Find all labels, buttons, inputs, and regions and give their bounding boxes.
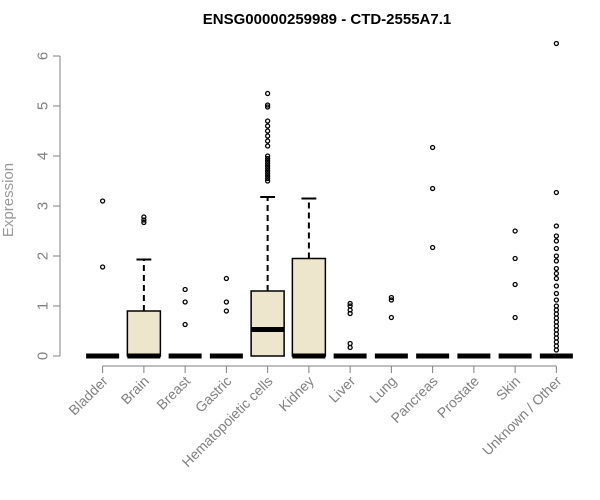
outlier-point: [388, 314, 395, 321]
outlier-point: [264, 143, 271, 149]
outlier-point: [264, 128, 271, 134]
box-6: [291, 197, 327, 359]
outlier-point: [141, 214, 147, 220]
boxes: [86, 40, 573, 359]
y-tick-label: 6: [35, 52, 52, 60]
outlier-point: [141, 219, 147, 226]
outlier-point: [347, 303, 353, 309]
y-axis-label: Expression: [0, 163, 17, 237]
box-11: [498, 228, 532, 359]
box-1: [86, 198, 120, 359]
outlier-point: [182, 286, 188, 293]
x-tick-label: Bladder: [65, 373, 111, 419]
outlier-point: [553, 253, 560, 259]
outlier-point: [429, 185, 436, 192]
outlier-point: [553, 238, 560, 244]
outlier-point: [512, 314, 518, 321]
x-tick-label: Brain: [118, 373, 152, 407]
outlier-point: [264, 175, 271, 182]
outlier-point: [264, 155, 271, 162]
outlier-point: [223, 299, 230, 305]
box-iqr: [291, 257, 327, 357]
outlier-point: [553, 303, 560, 309]
outlier-point: [264, 163, 271, 169]
outlier-point: [141, 217, 147, 223]
outlier-point: [264, 90, 271, 97]
outlier-point: [264, 160, 271, 167]
outlier-point: [264, 158, 271, 164]
outlier-point: [99, 264, 106, 270]
box-12: [539, 40, 573, 359]
box-2: [126, 214, 162, 359]
outlier-point: [553, 275, 560, 282]
outlier-point: [264, 133, 271, 139]
x-tick-label: Kidney: [275, 373, 317, 415]
box-7: [333, 300, 367, 359]
y-tick-label: 1: [35, 302, 52, 310]
outlier-point: [388, 297, 395, 303]
outlier-point: [182, 299, 188, 305]
outlier-point: [553, 297, 560, 303]
outlier-point: [553, 258, 560, 264]
y-tick-label: 0: [35, 352, 52, 360]
outlier-point: [264, 165, 271, 172]
outlier-point: [264, 170, 271, 177]
outlier-point: [264, 123, 271, 129]
outlier-point: [264, 138, 271, 144]
y-tick-label: 5: [35, 102, 52, 110]
x-tick-label: Prostate: [434, 373, 482, 421]
outlier-point: [264, 173, 271, 179]
outlier-point: [223, 308, 230, 314]
outlier-point: [512, 255, 518, 262]
outlier-point: [553, 283, 560, 289]
box-9: [416, 144, 450, 359]
outlier-point: [347, 340, 353, 347]
box-5: [250, 90, 285, 357]
outlier-point: [553, 270, 560, 277]
outlier-point: [553, 290, 560, 297]
box-8: [374, 294, 408, 359]
box-iqr: [250, 290, 285, 357]
outlier-point: [429, 144, 436, 151]
outlier-point: [264, 178, 271, 184]
outlier-point: [512, 228, 518, 234]
outlier-point: [553, 233, 560, 239]
outlier-point: [429, 244, 436, 251]
x-tick-label: Liver: [325, 373, 358, 406]
box-iqr: [126, 310, 162, 357]
outlier-point: [264, 102, 271, 108]
y-tick-label: 4: [35, 152, 52, 160]
x-tick-label: Skin: [493, 373, 524, 404]
outlier-point: [388, 294, 395, 301]
outlier-point: [553, 189, 560, 196]
outlier-point: [264, 104, 271, 110]
outlier-point: [512, 281, 518, 288]
box-3: [168, 286, 202, 359]
outlier-point: [264, 153, 271, 159]
y-axis: 0 1 2 3 4 5 6: [35, 52, 61, 360]
outlier-point: [223, 275, 230, 282]
y-tick-label: 2: [35, 252, 52, 260]
outlier-point: [553, 245, 560, 252]
outlier-point: [553, 40, 560, 47]
outlier-point: [553, 223, 560, 229]
outlier-point: [264, 118, 271, 124]
box-4: [209, 275, 243, 359]
outlier-point: [553, 265, 560, 272]
outlier-point: [347, 300, 353, 307]
chart-title: ENSG00000259989 - CTD-2555A7.1: [203, 11, 451, 28]
outlier-point: [264, 168, 271, 174]
outlier-point: [182, 321, 188, 328]
x-tick-label: Lung: [366, 373, 399, 406]
outlier-point: [99, 198, 106, 204]
x-tick-label: Breast: [153, 373, 193, 413]
y-tick-label: 3: [35, 202, 52, 210]
